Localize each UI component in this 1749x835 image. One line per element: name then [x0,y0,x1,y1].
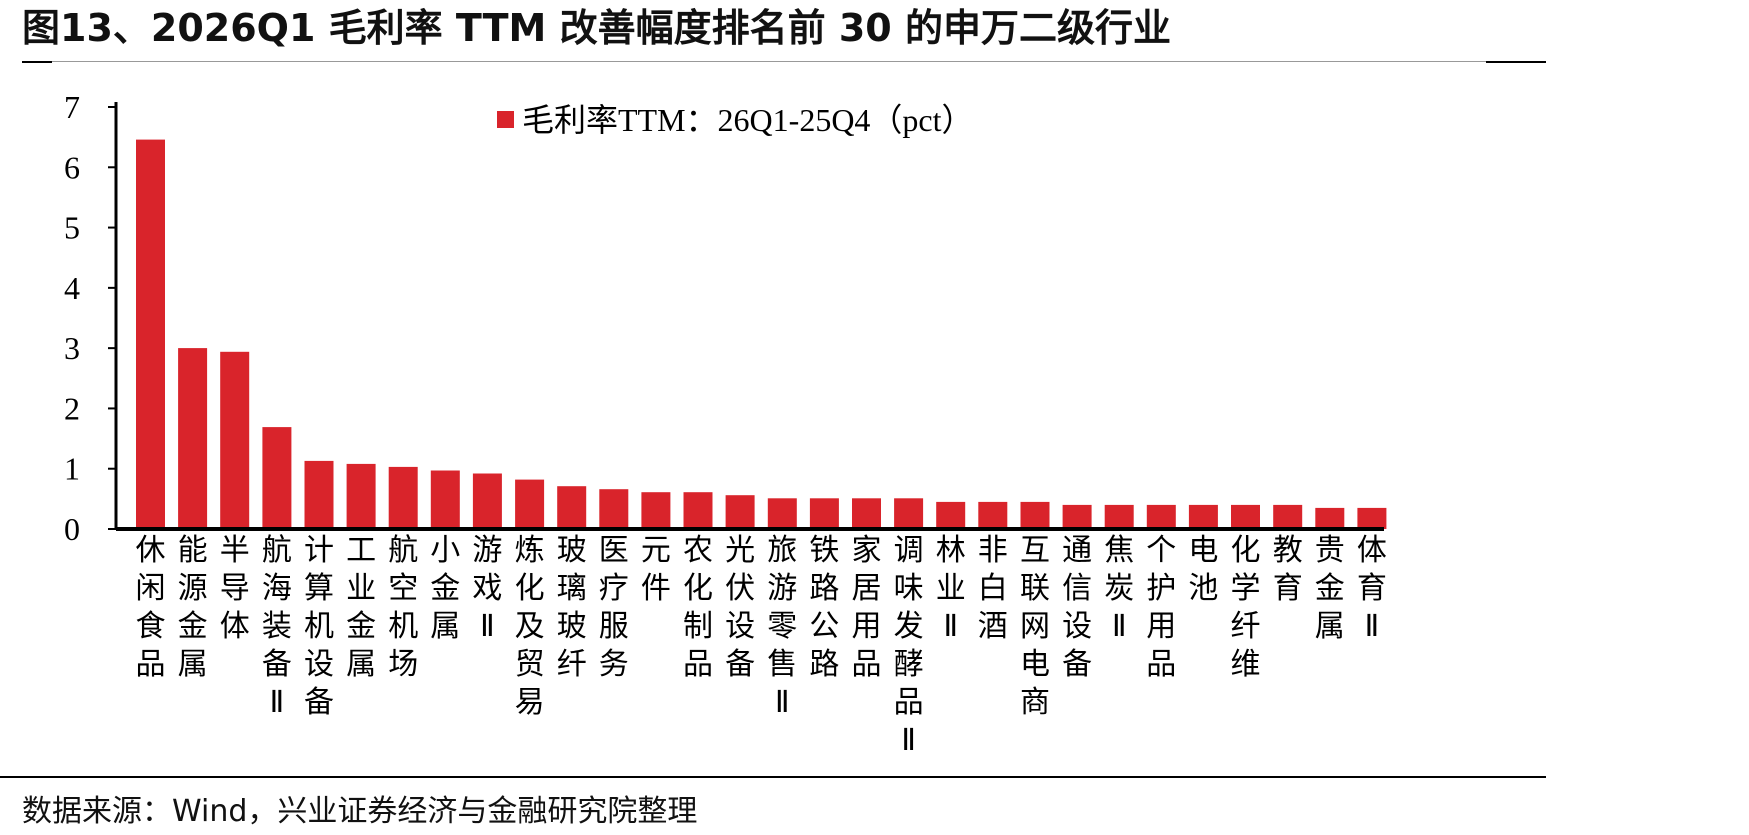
legend: 毛利率TTM：26Q1-25Q4（pct） [497,102,974,138]
bar [1315,507,1345,529]
x-tick-label: 炼化及贸易 [515,533,545,720]
bar [1062,504,1092,529]
x-tick-label: 农化制品 [683,533,713,682]
x-tick-label: 调味发酵品 Ⅱ [894,533,924,758]
bar [1104,504,1134,529]
bar [346,463,376,529]
x-tick-label: 元件 [641,533,671,606]
x-tick-label: 航海装备 Ⅱ [262,533,292,720]
bar [430,470,460,529]
title-rule-middle [52,61,1486,62]
y-tick-label: 6 [64,149,80,185]
y-tick-label: 3 [64,330,80,366]
bar [388,466,418,529]
x-tick-label: 贵金属 [1315,533,1345,644]
y-tick-label: 1 [64,451,80,487]
x-tick-label: 焦炭 Ⅱ [1104,533,1134,644]
x-tick-label: 体育 Ⅱ [1357,533,1387,644]
x-tick-label: 工业金属 [346,533,376,682]
y-axis: 0 1 2 3 4 5 6 7 [64,89,118,547]
bar [978,501,1008,529]
bar [641,492,671,529]
bar [1357,507,1387,529]
y-tick-label: 5 [64,210,80,246]
y-tick-label: 7 [64,89,80,125]
x-tick-label: 电池 [1188,533,1218,606]
bar [1188,504,1218,529]
x-tick-label: 游戏 Ⅱ [472,533,502,644]
bar [852,498,881,529]
legend-label: 毛利率TTM：26Q1-25Q4（pct） [522,102,974,138]
source-rule [0,776,1546,778]
bar [178,348,208,529]
y-tick-label: 4 [64,270,80,306]
x-tick-label: 家居用品 [852,533,882,682]
bar [472,473,502,529]
bar [1231,504,1260,529]
bar [515,479,545,529]
y-tick-label: 2 [64,390,80,426]
bar [683,492,713,529]
x-tick-label: 非白酒 [978,533,1008,644]
bar [809,498,839,529]
x-tick-label: 玻璃玻纤 [557,533,587,682]
source-note: 数据来源：Wind，兴业证券经济与金融研究院整理 [22,794,698,829]
x-tick-label: 小金属 [430,533,460,644]
bar [1146,504,1176,529]
bar [599,489,629,529]
x-tick-label: 通信设备 [1062,533,1092,682]
bar [1020,501,1050,529]
x-tick-label: 互联网电商 [1020,533,1050,720]
x-tick-label: 个护用品 [1146,533,1176,682]
x-tick-label: 光伏设备 [725,533,755,682]
bar [1273,504,1303,529]
bar [136,139,165,529]
x-tick-label: 教育 [1273,533,1303,606]
bars [136,139,1387,529]
bar [894,498,924,529]
y-tick-label: 0 [64,511,80,547]
x-tick-label: 休闲食品 [136,533,166,682]
x-tick-label: 计算机设备 [304,533,334,720]
x-tick-label: 半导体 [220,533,250,644]
x-tick-label: 铁路公路 [809,533,839,682]
title-rule-left [22,61,52,63]
bar [767,498,797,529]
x-tick-label: 林业 Ⅱ [936,533,966,644]
bar [557,486,587,529]
legend-swatch [497,111,514,128]
x-tick-label: 能源金属 [178,533,208,682]
x-tick-label: 航空机场 [388,533,418,682]
bar [725,495,755,529]
bar [220,351,250,529]
title-rule-right [1486,61,1546,63]
x-tick-label: 化学纤维 [1231,533,1261,682]
bar [304,460,334,529]
bar [262,427,292,529]
x-tick-label: 旅游零售 Ⅱ [767,533,797,720]
bar [936,501,966,529]
x-tick-label: 医疗服务 [599,533,629,682]
chart-title: 图13、2026Q1 毛利率 TTM 改善幅度排名前 30 的申万二级行业 [22,6,1171,50]
